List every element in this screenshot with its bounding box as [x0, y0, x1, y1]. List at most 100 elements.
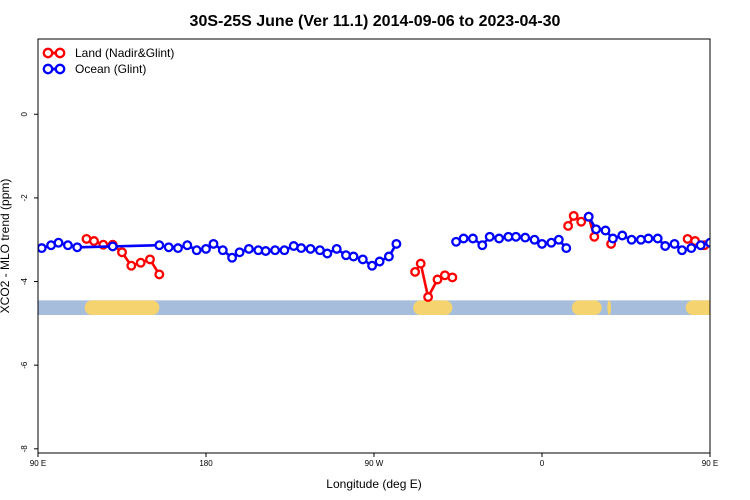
- data-point-ocean: [201, 243, 211, 254]
- data-point-ocean: [163, 242, 174, 253]
- data-point-ocean: [723, 244, 731, 252]
- data-point-ocean: [635, 234, 646, 245]
- y-tick-label: -4: [20, 277, 29, 285]
- data-point-land: [89, 236, 99, 246]
- data-point-land: [432, 274, 443, 285]
- data-point-ocean: [227, 252, 238, 263]
- y-tick-label: -2: [20, 194, 29, 202]
- data-point-ocean: [458, 233, 469, 244]
- x-tick-label: 0: [540, 459, 545, 468]
- x-tick-label: 180: [199, 459, 213, 468]
- data-point-ocean: [520, 232, 531, 243]
- data-point-ocean: [537, 238, 547, 249]
- data-point-ocean: [173, 243, 183, 254]
- data-point-land: [708, 241, 710, 249]
- data-point-ocean: [154, 240, 165, 251]
- data-point-land: [736, 259, 744, 267]
- data-point-ocean: [191, 245, 202, 256]
- data-point-land: [154, 269, 165, 280]
- data-point-ocean: [677, 245, 687, 256]
- data-point-ocean: [705, 237, 710, 248]
- data-point-ocean: [208, 238, 219, 249]
- data-point-ocean: [234, 247, 245, 258]
- data-point-ocean: [561, 243, 572, 254]
- data-point-ocean: [38, 243, 47, 254]
- data-point-ocean: [467, 233, 478, 244]
- data-point-ocean: [716, 241, 724, 249]
- data-point-land: [576, 216, 587, 227]
- legend-label-ocean: Ocean (Glint): [75, 62, 146, 76]
- data-point-ocean: [53, 237, 64, 248]
- data-point-ocean: [553, 234, 564, 245]
- y-tick-label: 0: [20, 111, 29, 116]
- data-point-ocean: [484, 231, 495, 242]
- chart-title: 30S-25S June (Ver 11.1) 2014-09-06 to 20…: [190, 13, 561, 30]
- data-point-ocean: [374, 256, 385, 267]
- surface-band: [38, 300, 710, 315]
- data-point-ocean: [643, 233, 654, 244]
- data-point-ocean: [652, 233, 663, 244]
- x-tick-label: 90 E: [702, 459, 718, 468]
- land-band: [607, 300, 612, 315]
- data-point-land: [568, 210, 579, 221]
- data-point-ocean: [367, 260, 378, 271]
- data-point-ocean: [600, 225, 611, 236]
- data-point-ocean: [669, 238, 680, 249]
- data-point-ocean: [529, 234, 540, 245]
- data-point-ocean: [182, 240, 193, 251]
- data-point-ocean: [695, 240, 706, 251]
- legend-item-ocean: Ocean (Glint): [42, 62, 146, 76]
- x-tick-label: 90 W: [365, 459, 384, 468]
- data-point-land: [447, 272, 458, 283]
- data-point-ocean: [348, 251, 359, 262]
- data-point-ocean: [296, 243, 307, 254]
- x-tick-label: 90 E: [30, 459, 46, 468]
- data-point-ocean: [660, 241, 671, 251]
- land-band: [84, 300, 160, 315]
- ocean-band: [38, 300, 710, 315]
- land-band: [685, 300, 710, 315]
- data-point-land: [423, 292, 434, 302]
- data-point-ocean: [494, 233, 505, 244]
- data-point-ocean: [591, 224, 602, 235]
- data-point-ocean: [357, 254, 368, 265]
- data-point-ocean: [322, 248, 333, 259]
- data-point-ocean: [260, 246, 271, 256]
- data-point-ocean: [451, 236, 462, 247]
- data-point-ocean: [583, 211, 594, 222]
- y-tick-label: -6: [20, 361, 29, 369]
- data-point-ocean: [686, 243, 697, 254]
- legend-marker-land: [42, 47, 54, 59]
- data-point-ocean: [72, 242, 83, 253]
- y-axis: 0 -2 -4 -6 -8: [20, 111, 38, 452]
- data-point-ocean: [607, 233, 618, 244]
- data-point-ocean: [305, 243, 316, 254]
- data-point-ocean: [107, 241, 118, 252]
- data-point-land: [744, 256, 750, 264]
- data-point-land: [727, 262, 735, 270]
- data-point-ocean: [270, 245, 281, 256]
- x-axis: 90 E 180 90 W 0 90 E: [30, 453, 718, 468]
- y-axis-label: XCO2 - MLO trend (ppm): [0, 179, 12, 314]
- data-point-ocean: [383, 251, 394, 262]
- legend-item-land: Land (Nadir&Glint): [42, 46, 174, 60]
- data-point-ocean: [617, 230, 628, 241]
- data-point-ocean: [341, 250, 351, 261]
- legend: Land (Nadir&Glint) Ocean (Glint): [42, 46, 174, 76]
- data-point-land: [126, 260, 137, 271]
- data-point-ocean: [62, 240, 73, 251]
- legend-marker-land: [54, 47, 66, 59]
- data-point-land: [117, 247, 127, 258]
- data-point-ocean: [217, 245, 228, 256]
- legend-label-land: Land (Nadir&Glint): [75, 46, 174, 60]
- data-point-land: [717, 249, 725, 257]
- data-point-ocean: [510, 231, 521, 242]
- legend-marker-ocean: [42, 63, 54, 75]
- land-band: [413, 300, 453, 315]
- data-point-ocean: [626, 234, 637, 245]
- legend-marker-ocean: [54, 63, 66, 75]
- data-point-ocean: [477, 240, 488, 251]
- y-tick-label: -8: [20, 445, 29, 453]
- land-band: [571, 300, 602, 315]
